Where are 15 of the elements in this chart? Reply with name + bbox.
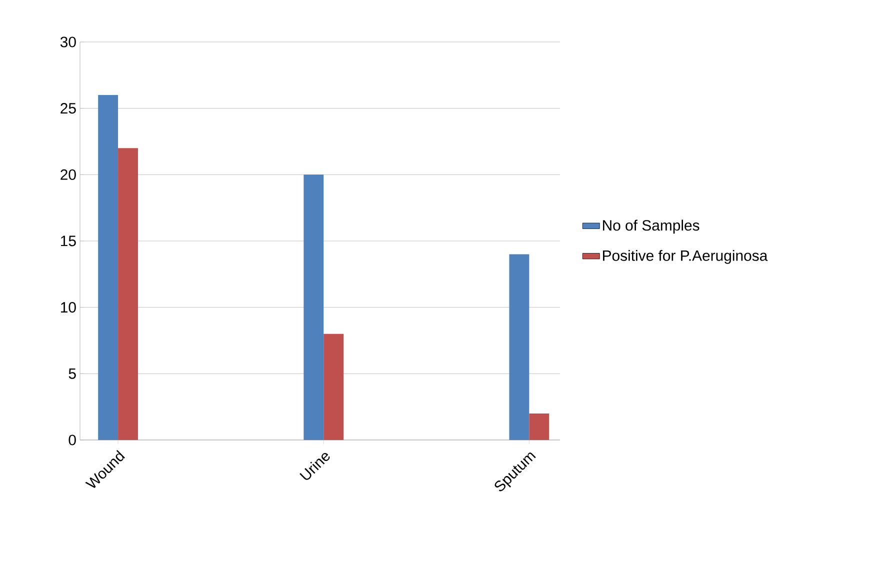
- bar: [529, 413, 550, 440]
- y-tick-label: 20: [60, 169, 76, 180]
- bar: [509, 254, 530, 440]
- y-tick-label: 30: [60, 36, 76, 48]
- y-tick-label: 10: [61, 302, 76, 313]
- y-tick-label: 15: [61, 236, 76, 246]
- y-tick-label: 0: [68, 434, 76, 446]
- y-tick-label: 5: [68, 368, 76, 379]
- legend-label: No of Samples: [603, 220, 700, 234]
- legend-label: Positive for P.Aeruginosa: [603, 250, 768, 264]
- y-tick-label: 25: [60, 103, 76, 114]
- bar: [118, 148, 138, 440]
- bar: [304, 174, 324, 440]
- bar: [324, 334, 344, 440]
- bar: [98, 95, 118, 440]
